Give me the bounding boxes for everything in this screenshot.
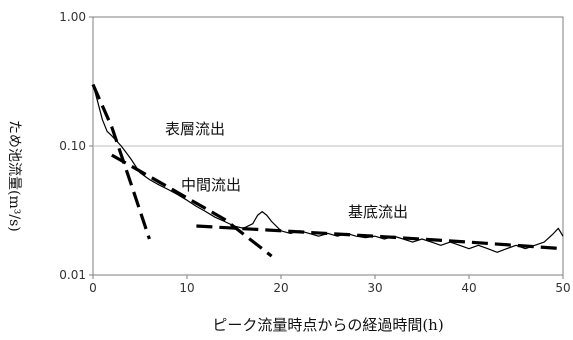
observed-flow-line	[92, 84, 564, 253]
x-tick-label: 40	[461, 281, 476, 295]
dashed-component-line-3	[196, 224, 564, 251]
x-axis-label: ピーク流量時点からの経過時間(h)	[212, 316, 443, 334]
data-series	[91, 83, 564, 258]
x-tick-label: 10	[179, 281, 194, 295]
x-tick-label: 50	[555, 281, 570, 295]
dashed-component-line-1	[91, 83, 151, 240]
annotation-surface-flow: 表層流出	[165, 120, 225, 138]
x-tick-label: 0	[89, 281, 97, 295]
y-tick-label: 1.00	[59, 10, 86, 24]
x-tick-label: 20	[273, 281, 288, 295]
annotation-interflow: 中間流出	[181, 176, 241, 194]
y-tick-label: 0.10	[59, 139, 86, 153]
y-axis-label: ため池流量(m³/s)	[6, 120, 22, 232]
y-tick-label: 0.01	[59, 268, 86, 282]
dashed-component-line-2	[111, 153, 273, 258]
axis-ticks: 0.01 0.10 1.00 0 10 20 30 40 50	[59, 10, 570, 295]
annotation-baseflow: 基底流出	[348, 203, 408, 221]
x-tick-label: 30	[367, 281, 382, 295]
